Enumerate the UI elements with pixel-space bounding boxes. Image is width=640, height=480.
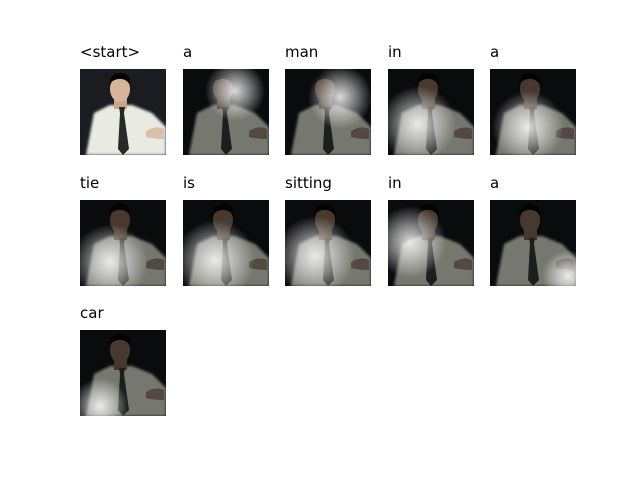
hair xyxy=(109,203,131,216)
hair xyxy=(417,203,439,216)
attention-image xyxy=(80,330,166,416)
hand xyxy=(146,127,164,139)
hair xyxy=(212,203,234,216)
attention-image xyxy=(285,200,371,286)
word-label: in xyxy=(388,43,402,61)
word-label: in xyxy=(388,174,402,192)
word-label: is xyxy=(183,174,195,192)
hair xyxy=(314,203,336,216)
word-label: sitting xyxy=(285,174,332,192)
face xyxy=(110,337,130,363)
hand xyxy=(146,258,164,270)
tie xyxy=(118,107,129,155)
attention-glow xyxy=(80,224,148,286)
word-label: a xyxy=(490,174,499,192)
face xyxy=(110,76,130,102)
tie xyxy=(221,107,232,155)
attention-image xyxy=(80,200,166,286)
hand xyxy=(351,258,369,270)
attention-image xyxy=(388,200,474,286)
hand xyxy=(351,127,369,139)
attention-image xyxy=(490,69,576,155)
hand xyxy=(146,388,164,400)
hair xyxy=(519,72,541,85)
attention-image xyxy=(183,200,269,286)
hand xyxy=(249,127,267,139)
word-label: tie xyxy=(80,174,99,192)
hand xyxy=(454,258,472,270)
word-label: car xyxy=(80,304,104,322)
hair xyxy=(519,203,541,216)
attention-glow xyxy=(285,216,355,286)
attention-image xyxy=(285,69,371,155)
attention-glow xyxy=(542,250,576,286)
word-label: man xyxy=(285,43,318,61)
word-label: a xyxy=(183,43,192,61)
hair xyxy=(109,333,131,346)
tie xyxy=(528,238,539,286)
word-label: <start> xyxy=(80,43,140,61)
attention-glow xyxy=(80,378,128,416)
hair xyxy=(109,72,131,85)
attention-glow xyxy=(205,69,265,121)
hair xyxy=(417,72,439,85)
attention-glow xyxy=(388,206,446,278)
hand xyxy=(454,127,472,139)
attention-glow xyxy=(308,69,371,129)
attention-glow xyxy=(492,91,564,155)
attention-image xyxy=(490,200,576,286)
attention-glow xyxy=(388,86,456,155)
word-label: a xyxy=(490,43,499,61)
attention-image xyxy=(80,69,166,155)
face xyxy=(520,207,540,233)
attention-image xyxy=(388,69,474,155)
attention-image xyxy=(183,69,269,155)
attention-glow xyxy=(183,220,255,286)
